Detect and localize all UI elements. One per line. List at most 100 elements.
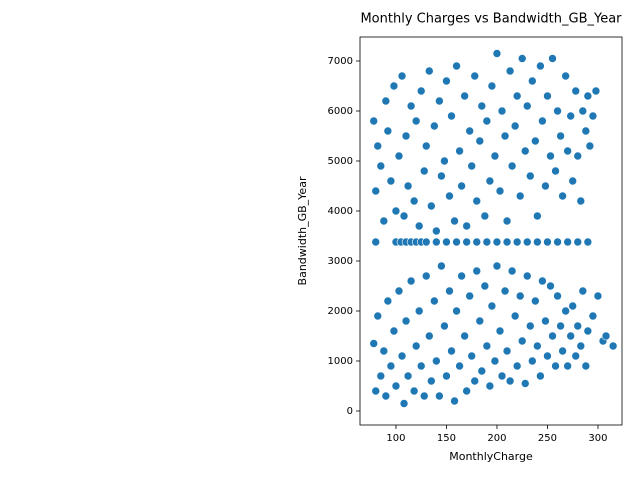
scatter-point: [447, 111, 456, 121]
scatter-point: [416, 86, 426, 96]
scatter-point: [573, 237, 583, 247]
scatter-point: [588, 111, 598, 121]
scatter-point: [465, 291, 474, 301]
scatter-point: [394, 286, 404, 296]
scatter-point: [573, 151, 583, 161]
scatter-point: [512, 237, 522, 247]
scatter-point: [528, 76, 537, 86]
scatter-point: [551, 361, 560, 371]
scatter-point: [430, 296, 439, 306]
scatter-point: [512, 91, 522, 101]
scatter-point: [497, 106, 507, 116]
scatter-point: [543, 91, 552, 101]
y-tick-label: 5000: [328, 156, 353, 167]
scatter-point: [381, 96, 391, 106]
scatter-point: [406, 276, 416, 286]
scatter-point: [558, 346, 567, 356]
scatter-point: [522, 101, 532, 111]
scatter-point: [383, 126, 393, 136]
scatter-point: [517, 336, 527, 346]
scatter-point: [467, 351, 477, 361]
scatter-point: [440, 156, 449, 166]
scatter-point: [442, 237, 451, 247]
scatter-point: [492, 237, 502, 247]
scatter-point: [543, 237, 552, 247]
scatter-point: [556, 131, 565, 141]
scatter-point: [442, 76, 451, 86]
scatter-point: [427, 201, 436, 211]
scatter-point: [376, 161, 386, 171]
scatter-point: [492, 261, 502, 271]
scatter-point: [485, 176, 495, 186]
scatter-point: [379, 346, 389, 356]
scatter-point: [411, 341, 421, 351]
scatter-point: [576, 196, 586, 206]
scatter-point: [470, 71, 480, 81]
scatter-point: [502, 216, 512, 226]
scatter-point: [571, 351, 581, 361]
scatter-point: [500, 131, 510, 141]
scatter-point: [558, 191, 567, 201]
scatter-point: [409, 386, 419, 396]
scatter-point: [477, 101, 487, 111]
scatter-point: [548, 54, 557, 63]
scatter-point: [528, 356, 537, 366]
scatter-point: [386, 361, 396, 371]
plot-area: [369, 49, 618, 408]
scatter-point: [591, 86, 601, 96]
scatter-point: [399, 399, 409, 408]
scatter-point: [401, 316, 411, 326]
scatter-point: [578, 286, 588, 296]
scatter-point: [391, 381, 401, 391]
scatter-point: [541, 316, 550, 326]
scatter-point: [472, 266, 482, 276]
scatter-point: [571, 86, 581, 96]
scatter-point: [450, 396, 459, 406]
scatter-point: [421, 141, 431, 151]
scatter-point: [391, 206, 401, 216]
chart-title: Monthly Charges vs Bandwidth_GB_Year: [360, 12, 622, 27]
scatter-point: [573, 321, 583, 331]
scatter-point: [576, 341, 586, 351]
scatter-point: [452, 237, 461, 247]
scatter-point: [583, 326, 593, 336]
y-tick-label: 1000: [328, 356, 353, 367]
y-tick-label: 0: [347, 406, 353, 417]
scatter-point: [445, 191, 454, 201]
scatter-point: [546, 281, 555, 291]
scatter-point: [462, 221, 471, 231]
scatter-point: [371, 237, 381, 247]
scatter-point: [585, 141, 595, 151]
scatter-point: [467, 161, 477, 171]
scatter-point: [533, 211, 542, 221]
scatter-point: [414, 221, 424, 231]
scatter-point: [477, 366, 487, 376]
scatter-point: [406, 101, 416, 111]
scatter-point: [515, 191, 525, 201]
scatter-point: [485, 381, 495, 391]
scatter-point: [445, 286, 454, 296]
scatter-point: [487, 81, 497, 91]
scatter-point: [421, 237, 431, 247]
scatter-point: [381, 391, 391, 401]
scatter-point: [389, 326, 399, 336]
scatter-point: [397, 71, 407, 81]
scatter-point: [608, 341, 618, 351]
scatter-point: [460, 91, 469, 101]
scatter-point: [490, 356, 500, 366]
scatter-point: [452, 61, 461, 71]
scatter-point: [522, 237, 532, 247]
scatter-point: [495, 326, 505, 336]
y-tick-label: 4000: [328, 206, 353, 217]
scatter-point: [543, 351, 552, 361]
scatter-point: [500, 286, 510, 296]
scatter-point: [373, 141, 383, 151]
scatter-point: [588, 311, 598, 321]
scatter-point: [470, 376, 480, 386]
scatter-point: [414, 306, 424, 316]
scatter-point: [578, 106, 588, 116]
scatter-point: [427, 376, 436, 386]
scatter-point: [538, 116, 547, 126]
x-tick-label: 300: [588, 433, 607, 444]
